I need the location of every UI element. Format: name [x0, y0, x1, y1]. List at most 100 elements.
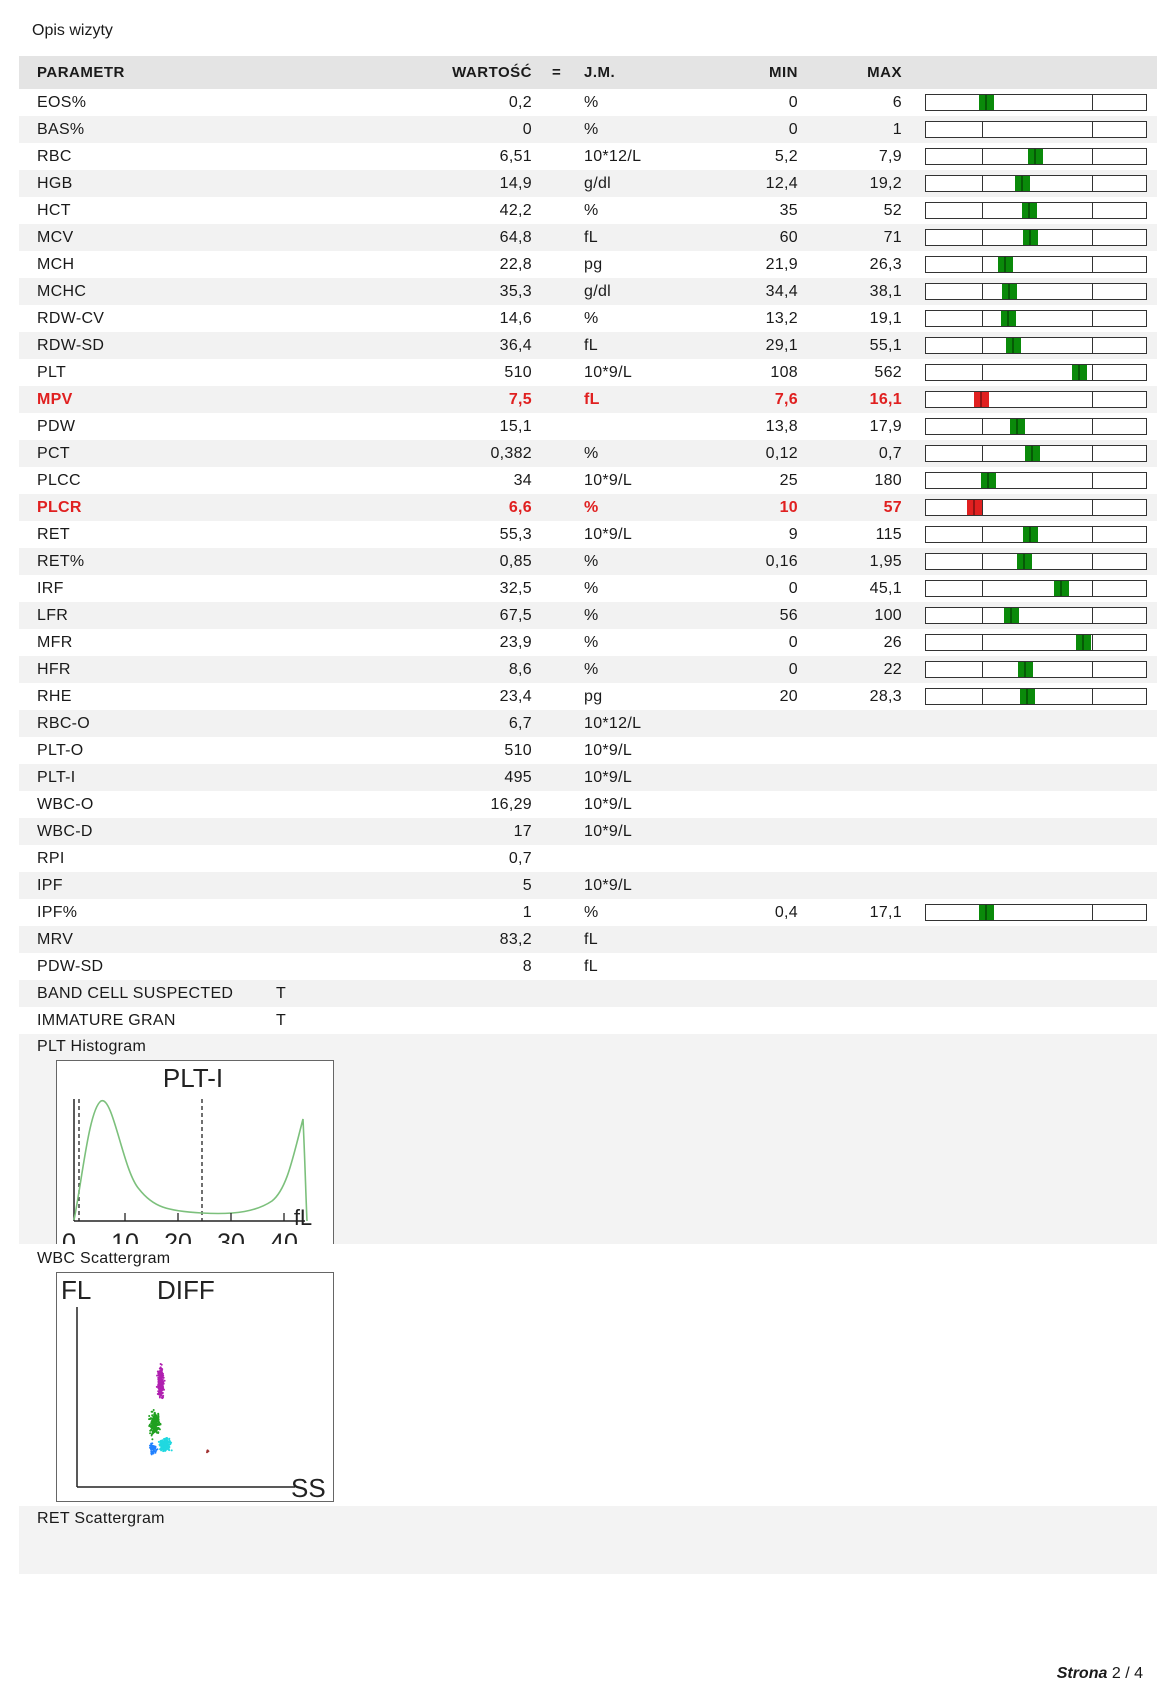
- value-cell: 23,4: [499, 688, 532, 705]
- param-cell: RBC-O: [37, 715, 91, 732]
- value-cell: 0,382: [490, 445, 532, 462]
- range-marker: [997, 257, 1013, 272]
- max-cell: 22: [883, 661, 902, 678]
- range-bar: [925, 634, 1147, 651]
- param-cell: BAS%: [37, 121, 85, 138]
- range-bar: [925, 94, 1147, 111]
- value-cell: 0: [522, 121, 532, 138]
- range-marker: [1024, 446, 1040, 461]
- min-cell: 108: [770, 364, 798, 381]
- unit-cell: %: [584, 499, 599, 516]
- value-cell: 36,4: [499, 337, 532, 354]
- unit-cell: fL: [584, 337, 598, 354]
- value-cell: 16,29: [490, 796, 532, 813]
- range-bar: [925, 283, 1147, 300]
- header-min: MIN: [769, 64, 798, 81]
- param-cell: PLCR: [37, 499, 82, 516]
- range-marker: [978, 905, 994, 920]
- value-cell: 8: [522, 958, 532, 975]
- param-cell: PLT-I: [37, 769, 76, 786]
- wbc-y-axis-label: FL: [61, 1275, 91, 1305]
- header-eq: =: [552, 64, 562, 81]
- table-row: RPI 0,7: [19, 845, 1157, 872]
- param-cell: MPV: [37, 391, 73, 408]
- table-row: MCHC 35,3 g/dl 34,4 38,1: [19, 278, 1157, 305]
- range-bar: [925, 445, 1147, 462]
- value-cell: 35,3: [499, 283, 532, 300]
- plt-histogram-chart: PLT-I 0 10 20 30 40 fL: [56, 1060, 334, 1260]
- unit-cell: 10*9/L: [584, 742, 633, 759]
- table-row: RDW-CV 14,6% 13,2 19,1: [19, 305, 1157, 332]
- value-cell: 22,8: [499, 256, 532, 273]
- table-row: EOS% 0,2% 0 6: [19, 89, 1157, 116]
- value-cell: 6,51: [499, 148, 532, 165]
- unit-cell: %: [584, 121, 599, 138]
- range-marker: [1022, 230, 1038, 245]
- plt-histogram-svg: PLT-I 0 10 20 30 40 fL: [62, 1063, 312, 1257]
- value-cell: 0,2: [508, 94, 532, 111]
- min-cell: 9: [788, 526, 798, 543]
- unit-cell: %: [584, 553, 599, 570]
- header-value: WARTOŚĆ: [452, 64, 532, 81]
- param-cell: EOS%: [37, 94, 87, 111]
- unit-cell: 10*9/L: [584, 526, 633, 543]
- range-marker: [1054, 581, 1070, 596]
- range-bar: [925, 904, 1147, 921]
- flag-param-cell: IMMATURE GRAN: [37, 1012, 176, 1029]
- max-cell: 57: [883, 499, 902, 516]
- range-bar: [925, 391, 1147, 408]
- param-cell: MCV: [37, 229, 74, 246]
- param-cell: LFR: [37, 607, 69, 624]
- max-cell: 6: [892, 94, 902, 111]
- table-body: EOS% 0,2% 0 6 BAS% 0% 0 1 RBC 6,51 10*12/L 5,2 7,9 HG…: [19, 89, 1157, 1034]
- value-cell: 8,6: [508, 661, 532, 678]
- range-marker: [981, 473, 997, 488]
- flag-value-cell: T: [276, 985, 287, 1002]
- value-cell: 55,3: [499, 526, 532, 543]
- table-row: MCH 22,8 pg 21,9 26,3: [19, 251, 1157, 278]
- unit-cell: 10*9/L: [584, 769, 633, 786]
- max-cell: 17,9: [869, 418, 902, 435]
- param-cell: WBC-D: [37, 823, 93, 840]
- value-cell: 6,6: [508, 499, 532, 516]
- range-bar: [925, 256, 1147, 273]
- plt-histogram-title: PLT Histogram: [37, 1038, 147, 1055]
- unit-cell: pg: [584, 256, 603, 273]
- min-cell: 7,6: [774, 391, 798, 408]
- min-cell: 10: [779, 499, 798, 516]
- value-cell: 5: [522, 877, 532, 894]
- max-cell: 45,1: [869, 580, 902, 597]
- param-cell: MRV: [37, 931, 74, 948]
- param-cell: HFR: [37, 661, 71, 678]
- range-marker: [1076, 635, 1092, 650]
- wbc-chart-title: DIFF: [157, 1275, 215, 1305]
- range-bar: [925, 364, 1147, 381]
- value-cell: 64,8: [499, 229, 532, 246]
- unit-cell: %: [584, 580, 599, 597]
- table-row: RDW-SD 36,4 fL 29,1 55,1: [19, 332, 1157, 359]
- table-row: MFR 23,9% 0 26: [19, 629, 1157, 656]
- unit-cell: 10*9/L: [584, 823, 633, 840]
- table-row: HFR 8,6% 0 22: [19, 656, 1157, 683]
- plt-histogram-chart-title: PLT-I: [163, 1063, 223, 1093]
- max-cell: 71: [883, 229, 902, 246]
- value-cell: 0,7: [508, 850, 532, 867]
- unit-cell: 10*9/L: [584, 364, 633, 381]
- range-marker: [1021, 203, 1037, 218]
- unit-cell: %: [584, 634, 599, 651]
- value-cell: 0,85: [499, 553, 532, 570]
- plt-histogram-curve: [73, 1100, 308, 1222]
- param-cell: IRF: [37, 580, 64, 597]
- max-cell: 100: [874, 607, 902, 624]
- unit-cell: %: [584, 661, 599, 678]
- param-cell: MCH: [37, 256, 75, 273]
- param-cell: HCT: [37, 202, 71, 219]
- min-cell: 5,2: [774, 148, 798, 165]
- header-max: MAX: [867, 64, 902, 81]
- min-cell: 0,4: [774, 904, 798, 921]
- min-cell: 56: [779, 607, 798, 624]
- max-cell: 1,95: [869, 553, 902, 570]
- unit-cell: fL: [584, 229, 598, 246]
- max-cell: 16,1: [869, 391, 902, 408]
- max-cell: 28,3: [869, 688, 902, 705]
